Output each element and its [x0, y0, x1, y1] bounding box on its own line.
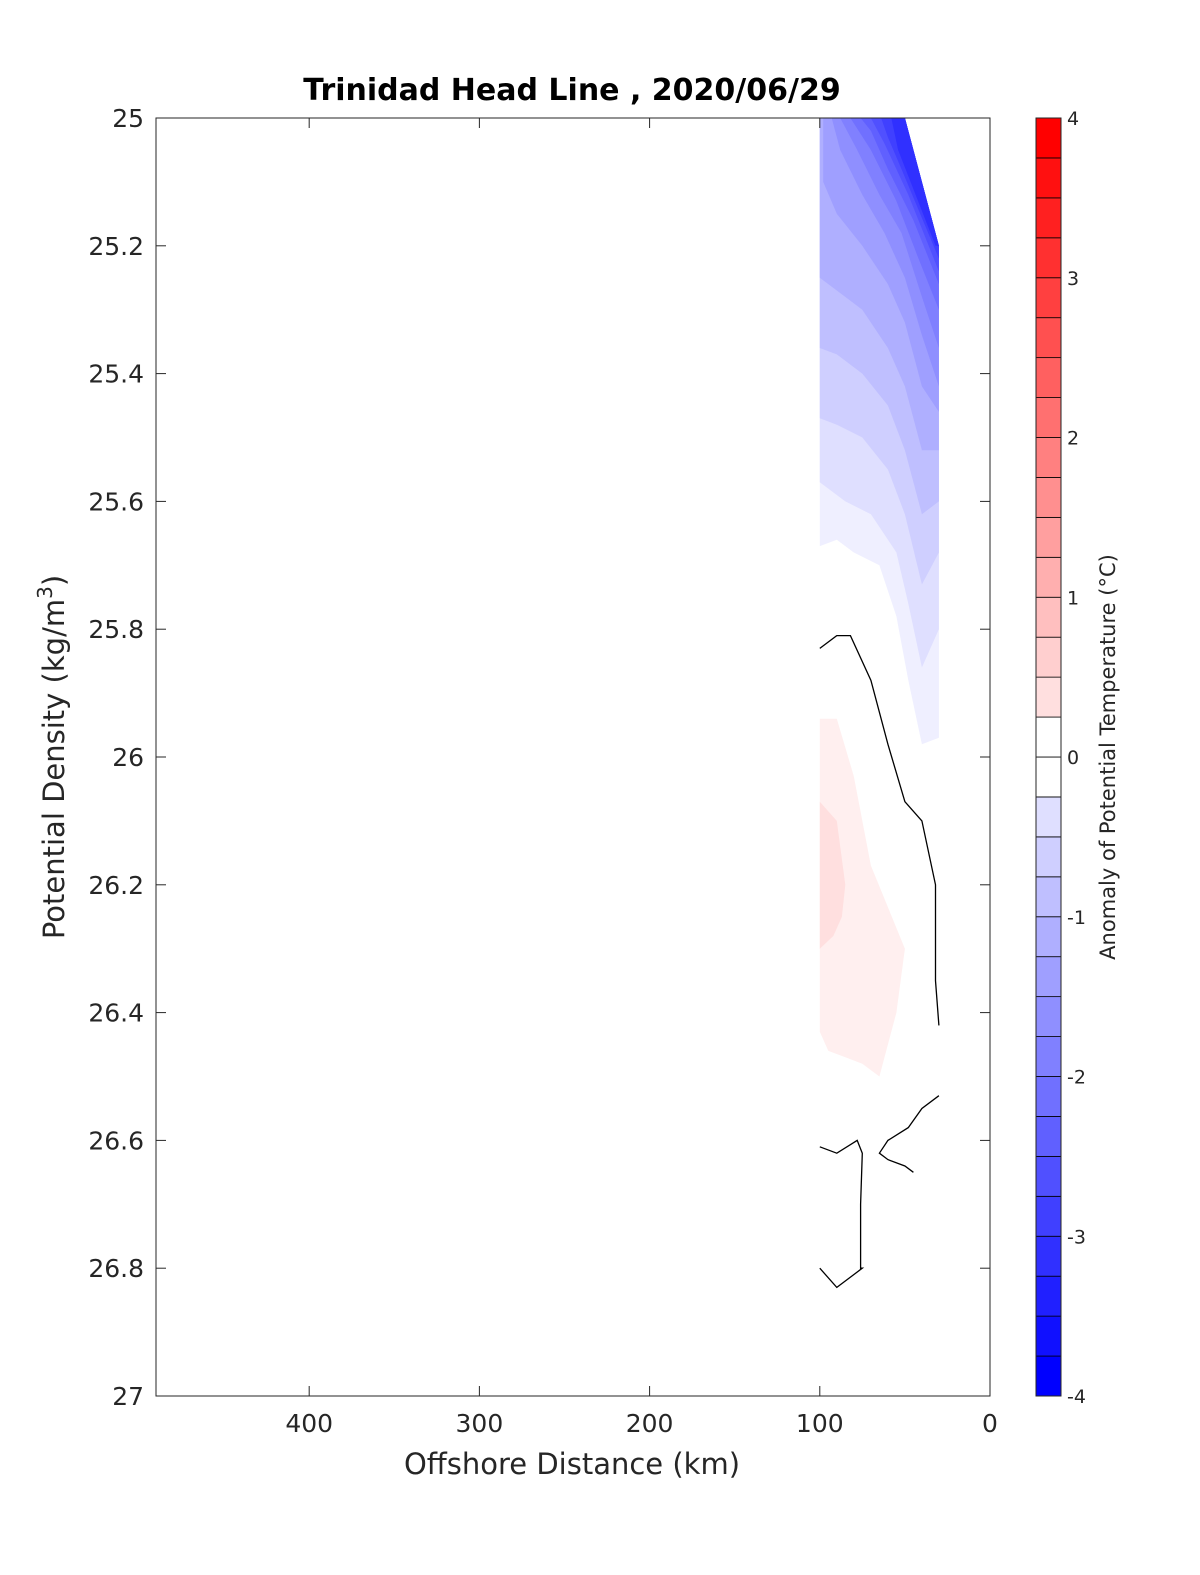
colorbar-segment — [1035, 197, 1062, 239]
colorbar-tick-label: -4 — [1067, 1386, 1086, 1408]
contour-region-12 — [891, 118, 939, 246]
colorbar-segment — [1035, 357, 1062, 398]
colorbar-tick-label: 0 — [1067, 747, 1079, 769]
colorbar-segment — [1035, 117, 1062, 159]
colorbar-segment — [1035, 916, 1062, 958]
y-axis-label-suffix: ) — [37, 575, 71, 586]
y-tick-label: 25.8 — [88, 615, 144, 644]
x-tick-label: 0 — [982, 1409, 998, 1438]
colorbar-segment — [1035, 1036, 1062, 1077]
colorbar-segment — [1035, 397, 1062, 438]
colorbar-segment — [1035, 956, 1062, 998]
colorbar-segment — [1035, 596, 1062, 638]
colorbar-segment — [1035, 317, 1062, 359]
colorbar-segment — [1035, 157, 1062, 199]
colorbar-segment — [1035, 836, 1062, 878]
colorbar-segment — [1035, 1275, 1062, 1317]
y-axis: 25 25.2 25.4 25.6 25.8 26 26.2 26.4 26.6 26.8 27 — [88, 104, 990, 1411]
colorbar-segment — [1035, 556, 1062, 598]
x-axis: 400 300 200 100 0 — [285, 118, 998, 1438]
colorbar-tick-label: 2 — [1067, 428, 1079, 450]
colorbar-segment — [1035, 1116, 1062, 1157]
colorbar-tick-label: 4 — [1067, 108, 1079, 130]
contour-region-13 — [819, 718, 905, 1077]
zero-contour-line-2 — [819, 1139, 865, 1289]
colorbar-frame — [1035, 117, 1062, 1397]
colorbar — [1035, 117, 1062, 1397]
y-tick-label: 27 — [112, 1382, 144, 1411]
y-tick-label: 26.4 — [88, 999, 144, 1028]
x-tick-label: 200 — [626, 1409, 674, 1438]
y-axis-label-main: Potential Density (kg/m — [37, 599, 71, 939]
x-tick-label: 400 — [285, 1409, 333, 1438]
colorbar-tick-label: -2 — [1067, 1067, 1086, 1089]
colorbar-tick-label: -3 — [1067, 1226, 1086, 1248]
zero-contour-line-1 — [878, 1095, 940, 1173]
y-tick-label: 26.2 — [88, 871, 144, 900]
colorbar-tick-label: 3 — [1067, 268, 1079, 290]
chart-title: Trinidad Head Line , 2020/06/29 — [303, 73, 840, 108]
y-axis-label-superscript: 3 — [33, 586, 57, 599]
colorbar-ticks: -4 -3 -2 -1 0 1 2 3 4 — [1067, 108, 1086, 1408]
colorbar-segment — [1035, 756, 1062, 798]
y-tick-label: 25 — [112, 104, 144, 133]
colorbar-segment — [1035, 796, 1062, 838]
colorbar-segment — [1035, 277, 1062, 319]
colorbar-segment — [1035, 437, 1062, 478]
y-tick-label: 25.4 — [88, 360, 144, 389]
contour-line-layer — [819, 634, 940, 1289]
colorbar-segment — [1035, 876, 1062, 918]
colorbar-label: Anomaly of Potential Temperature (°C) — [1096, 554, 1120, 960]
colorbar-segment — [1035, 1195, 1062, 1237]
colorbar-segment — [1035, 477, 1062, 518]
colorbar-segment — [1035, 1155, 1062, 1197]
colorbar-segment — [1035, 1355, 1062, 1397]
y-tick-label: 26 — [112, 743, 144, 772]
zero-contour-line-0 — [819, 634, 940, 1026]
x-axis-label: Offshore Distance (km) — [404, 1447, 740, 1481]
y-tick-label: 25.6 — [88, 487, 144, 516]
colorbar-segment — [1035, 636, 1062, 678]
contour-region-11 — [881, 118, 939, 259]
colorbar-segment — [1035, 676, 1062, 718]
y-tick-label: 26.6 — [88, 1126, 144, 1155]
x-tick-label: 300 — [456, 1409, 504, 1438]
colorbar-segment — [1035, 1235, 1062, 1277]
contour-region-14 — [819, 801, 846, 949]
y-tick-label: 26.8 — [88, 1254, 144, 1283]
y-tick-label: 25.2 — [88, 232, 144, 261]
colorbar-segment — [1035, 516, 1062, 558]
colorbar-tick-label: 1 — [1067, 587, 1079, 609]
colorbar-segment — [1035, 716, 1062, 758]
colorbar-segment — [1035, 1315, 1062, 1357]
y-axis-label: Potential Density (kg/m3) — [33, 575, 71, 939]
colorbar-segment — [1035, 996, 1062, 1037]
colorbar-tick-label: -1 — [1067, 907, 1086, 929]
colorbar-segment — [1035, 1076, 1062, 1117]
colorbar-segment — [1035, 237, 1062, 279]
contour-fill-layer — [819, 118, 939, 1077]
x-tick-label: 100 — [796, 1409, 844, 1438]
